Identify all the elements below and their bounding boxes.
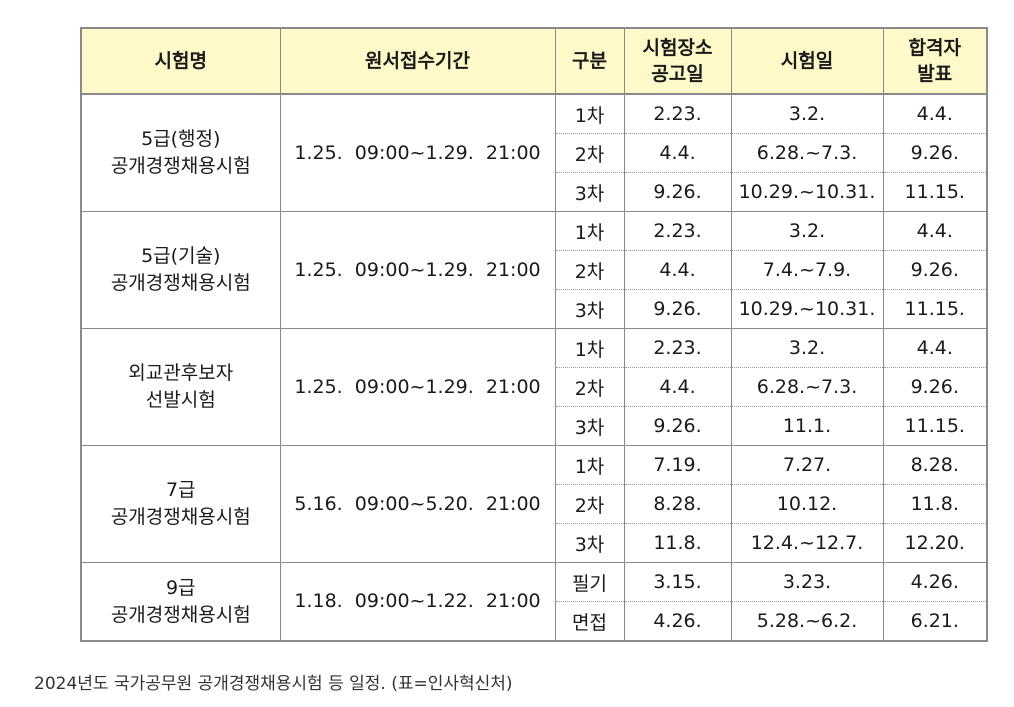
stage-cell: 2차 [554, 367, 625, 407]
result-date-cell: 11.15. [882, 406, 988, 446]
application-period-cell: 1.25. 09:00~1.29. 21:00 [279, 328, 556, 446]
result-date-cell: 9.26. [882, 367, 988, 407]
stage-cell: 2차 [554, 250, 625, 290]
stage-cell: 1차 [554, 445, 625, 485]
venue-notice-date-cell: 11.8. [623, 523, 732, 563]
header-exam-date: 시험일 [730, 27, 884, 95]
result-date-cell: 11.15. [882, 289, 988, 329]
application-period-cell: 1.25. 09:00~1.29. 21:00 [279, 211, 556, 329]
exam-date-cell: 7.4.~7.9. [730, 250, 884, 290]
venue-notice-date-cell: 4.26. [623, 601, 732, 642]
exam-name-line1: 외교관후보자 [128, 362, 234, 384]
header-result-announcement: 합격자 발표 [882, 27, 988, 95]
table-row: 5급(행정) 공개경쟁채용시험 1.25. 09:00~1.29. 21:00 1차 2… [80, 93, 988, 212]
table-row: 면접 4.26. 5.28.~6.2. 6.21. [81, 601, 988, 642]
exam-name-cell: 5급(기술) 공개경쟁채용시험 [80, 211, 281, 329]
exam-name-line2: 공개경쟁채용시험 [110, 155, 251, 177]
exam-date-cell: 3.2. [730, 328, 884, 368]
table-row: 2차 4.4. 6.28.~7.3. 9.26. [81, 367, 988, 407]
application-period-cell: 5.16. 09:00~5.20. 21:00 [279, 445, 556, 563]
table-row: 2차 4.4. 7.4.~7.9. 9.26. [81, 250, 988, 290]
header-application-period: 원서접수기간 [279, 27, 556, 95]
result-date-cell: 11.8. [882, 484, 988, 524]
exam-date-cell: 6.28.~7.3. [730, 133, 884, 173]
table-row: 3차 11.8. 12.4.~12.7. 12.20. [81, 523, 988, 563]
table-row: 2차 8.28. 10.12. 11.8. [81, 484, 988, 524]
stage-cell: 1차 [554, 328, 625, 368]
result-date-cell: 9.26. [882, 133, 988, 173]
header-stage: 구분 [554, 27, 625, 95]
stage-cell: 3차 [554, 406, 625, 446]
exam-date-cell: 10.12. [730, 484, 884, 524]
venue-notice-date-cell: 2.23. [623, 93, 732, 134]
exam-date-cell: 10.29.~10.31. [730, 172, 884, 212]
exam-name-line2: 공개경쟁채용시험 [110, 272, 251, 294]
result-date-cell: 12.20. [882, 523, 988, 563]
venue-notice-date-cell: 9.26. [623, 172, 732, 212]
application-period-cell: 1.18. 09:00~1.22. 21:00 [279, 562, 556, 642]
venue-notice-date-cell: 7.19. [623, 445, 732, 485]
exam-date-cell: 7.27. [730, 445, 884, 485]
exam-name-line2: 공개경쟁채용시험 [110, 603, 251, 626]
result-date-cell: 9.26. [882, 250, 988, 290]
result-date-cell: 6.21. [882, 601, 988, 642]
exam-date-cell: 11.1. [730, 406, 884, 446]
stage-cell: 3차 [554, 172, 625, 212]
result-date-cell: 4.4. [882, 211, 988, 251]
exam-date-cell: 5.28.~6.2. [730, 601, 884, 642]
stage-cell: 2차 [554, 133, 625, 173]
result-date-cell: 11.15. [882, 172, 988, 212]
header-venue-notice-date: 시험장소 공고일 [623, 27, 732, 95]
table-row: 2차 4.4. 6.28.~7.3. 9.26. [81, 133, 988, 173]
table-row: 3차 9.26. 11.1. 11.15. [81, 406, 988, 446]
stage-cell: 3차 [554, 523, 625, 563]
table-row: 3차 9.26. 10.29.~10.31. 11.15. [81, 172, 988, 212]
exam-date-cell: 10.29.~10.31. [730, 289, 884, 329]
exam-name-line1: 9급 [165, 576, 196, 599]
result-date-cell: 4.4. [882, 93, 988, 134]
exam-name-line2: 선발시험 [145, 389, 216, 411]
venue-notice-date-cell: 9.26. [623, 406, 732, 446]
exam-date-cell: 12.4.~12.7. [730, 523, 884, 563]
stage-cell: 필기 [554, 562, 625, 602]
table-caption: 2024년도 국가공무원 공개경쟁채용시험 등 일정. (표=인사혁신처) [34, 674, 513, 694]
result-date-cell: 4.4. [882, 328, 988, 368]
exam-date-cell: 6.28.~7.3. [730, 367, 884, 407]
table-row: 외교관후보자 선발시험 1.25. 09:00~1.29. 21:00 1차 2.23.… [80, 328, 988, 446]
table-header-row: 시험명 원서접수기간 구분 시험장소 공고일 시험일 합격자 발표 [80, 27, 988, 95]
stage-cell: 1차 [554, 211, 625, 251]
table-row: 9급 공개경쟁채용시험 1.18. 09:00~1.22. 21:00 필기 3.15.… [80, 562, 988, 642]
table-row: 7급 공개경쟁채용시험 5.16. 09:00~5.20. 21:00 1차 7.19.… [80, 445, 988, 563]
stage-cell: 3차 [554, 289, 625, 329]
stage-cell: 1차 [554, 93, 625, 134]
exam-date-cell: 3.2. [730, 211, 884, 251]
header-exam-name: 시험명 [80, 27, 281, 95]
exam-date-cell: 3.23. [730, 562, 884, 602]
table-row: 5급(기술) 공개경쟁채용시험 1.25. 09:00~1.29. 21:00 1차 2… [80, 211, 988, 329]
venue-notice-date-cell: 4.4. [623, 367, 732, 407]
table-row: 3차 9.26. 10.29.~10.31. 11.15. [81, 289, 988, 329]
exam-date-cell: 3.2. [730, 93, 884, 134]
stage-cell: 2차 [554, 484, 625, 524]
venue-notice-date-cell: 2.23. [623, 211, 732, 251]
venue-notice-date-cell: 2.23. [623, 328, 732, 368]
exam-name-line1: 5급(기술) [141, 245, 221, 267]
application-period-cell: 1.25. 09:00~1.29. 21:00 [279, 93, 556, 212]
venue-notice-date-cell: 4.4. [623, 250, 732, 290]
exam-name-cell: 5급(행정) 공개경쟁채용시험 [80, 93, 281, 212]
venue-notice-date-cell: 8.28. [623, 484, 732, 524]
stage-cell: 면접 [554, 601, 625, 642]
exam-name-line2: 공개경쟁채용시험 [110, 506, 251, 528]
result-date-cell: 8.28. [882, 445, 988, 485]
exam-name-line1: 7급 [165, 479, 196, 501]
exam-schedule-table: 시험명 원서접수기간 구분 시험장소 공고일 시험일 합격자 발표 5급(행정) 공개… [80, 27, 988, 642]
venue-notice-date-cell: 4.4. [623, 133, 732, 173]
venue-notice-date-cell: 9.26. [623, 289, 732, 329]
exam-name-line1: 5급(행정) [141, 128, 221, 150]
venue-notice-date-cell: 3.15. [623, 562, 732, 602]
result-date-cell: 4.26. [882, 562, 988, 602]
